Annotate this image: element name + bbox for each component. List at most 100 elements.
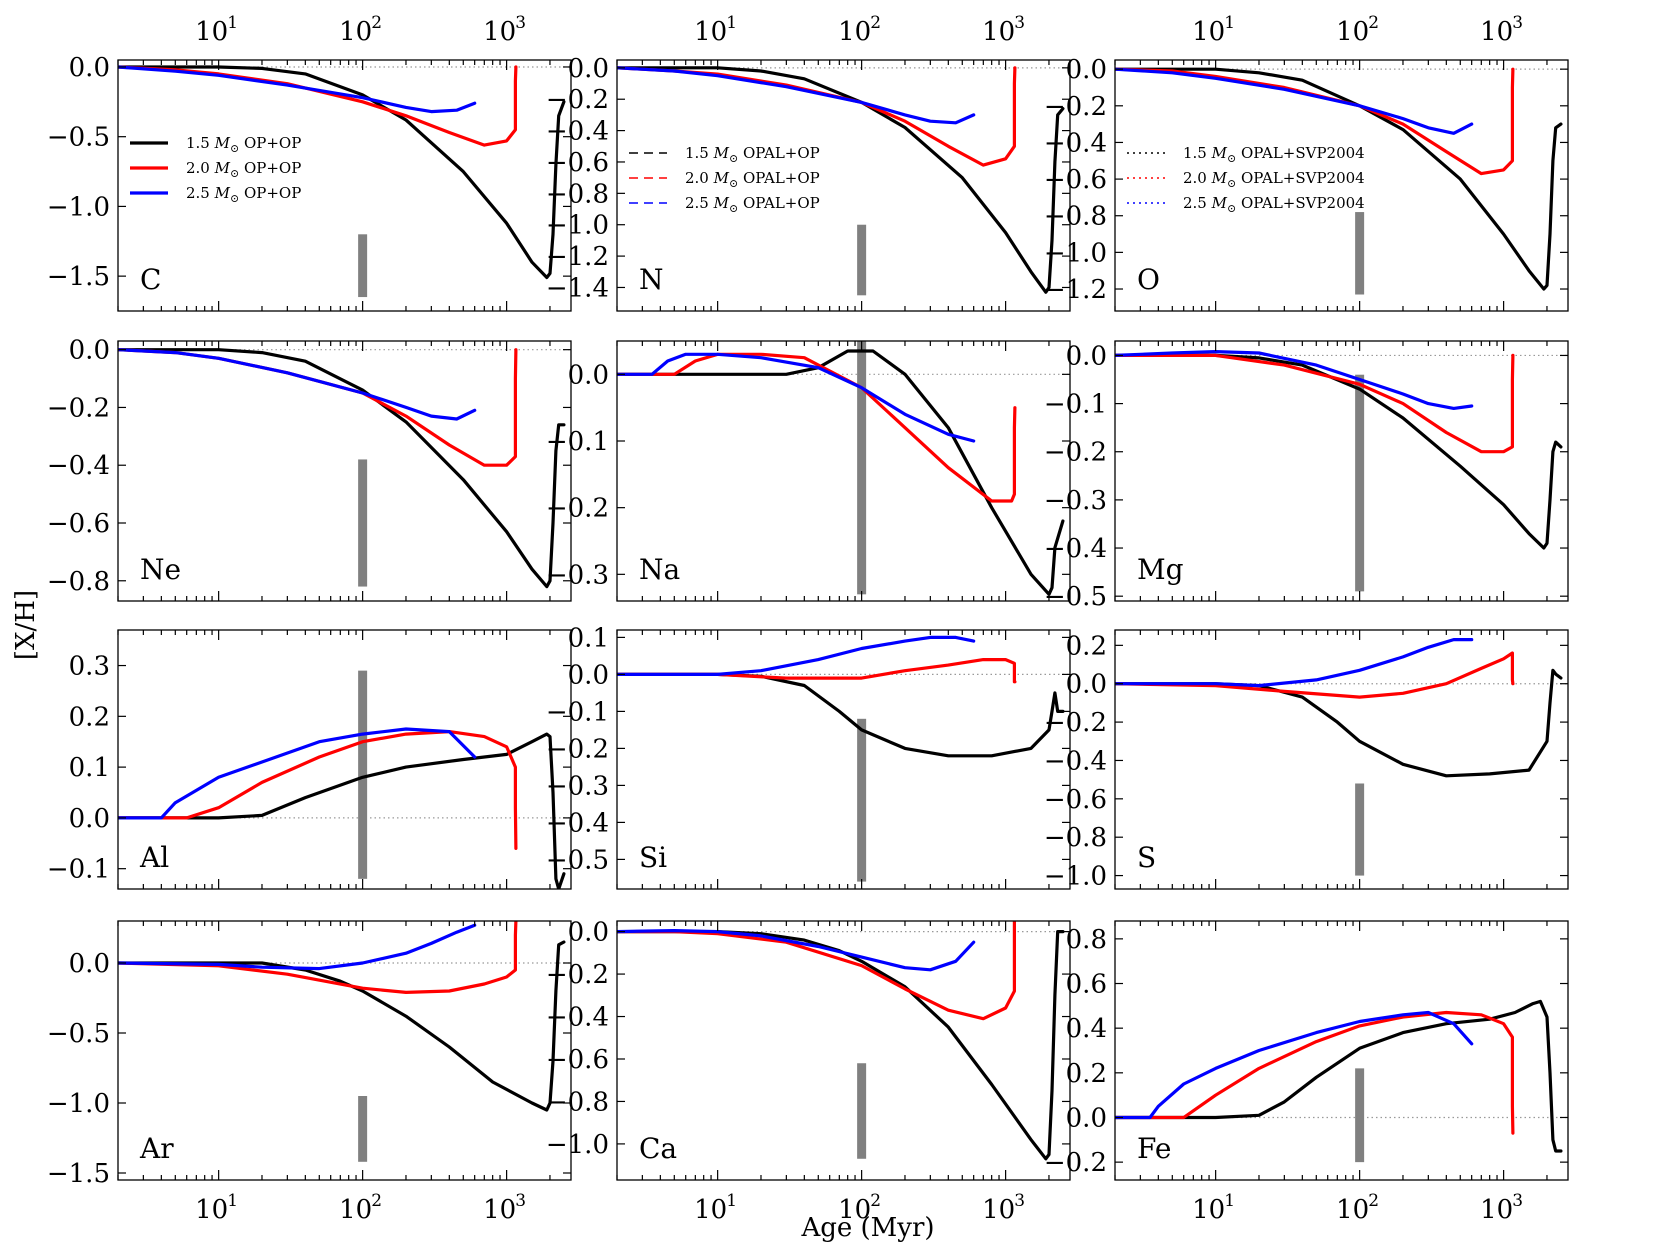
x-tick-exponent: 3 [515, 13, 526, 33]
age-marker-bar [1355, 212, 1365, 295]
y-tick-label: 0.0 [568, 360, 609, 390]
y-tick-label: −0.2 [47, 393, 110, 423]
x-tick-exponent: 3 [1512, 13, 1523, 33]
y-tick-label: −0.4 [1044, 128, 1107, 158]
panel-al: 0.3 0.2 0.1 0.0 −0.1 Al [47, 629, 572, 890]
age-marker-bar [857, 224, 867, 296]
panel-frame [117, 340, 572, 602]
x-tick-exponent: 3 [515, 1191, 526, 1211]
y-tick-label: 0.1 [568, 623, 609, 653]
x-tick-exponent: 2 [371, 13, 382, 33]
y-tick-label: −0.4 [1044, 534, 1107, 564]
y-tick-label: −0.1 [47, 855, 110, 885]
y-tick-label: 0.6 [1066, 970, 1107, 1000]
y-tick-label: −0.8 [1044, 202, 1107, 232]
y-tick-label: −0.2 [1044, 92, 1107, 122]
y-tick-label: −1.2 [546, 242, 609, 272]
series-line-1-5 [1115, 353, 1563, 550]
x-tick-exponent: 2 [1368, 13, 1379, 33]
series-line-1-5 [1115, 67, 1563, 291]
y-tick-label: 0.8 [1066, 925, 1107, 955]
panels-layer: 0.0−0.5−1.0−1.510 1 10 2 10 3C0.0−0.2−0.4−0.6… [47, 13, 1569, 1225]
x-axis-title: Age (Myr) [800, 1213, 934, 1243]
x-tick-exponent: 1 [1224, 1191, 1235, 1211]
x-tick-label: 10 [1192, 17, 1225, 47]
y-tick-label: 0.0 [568, 660, 609, 690]
y-tick-label: 0.0 [69, 949, 110, 979]
series-line-2-0 [118, 921, 518, 995]
age-marker-bar [1355, 374, 1365, 592]
y-tick-label: −0.5 [47, 123, 110, 153]
series-line-1-5 [617, 929, 1065, 1161]
legend-label: 1.5 M⊙ OP+OP [186, 134, 301, 155]
panel-frame [616, 59, 1071, 312]
y-tick-label: −1.4 [546, 273, 609, 303]
series-line-2-0 [1115, 353, 1515, 454]
series-group [118, 65, 566, 280]
y-tick-label: 0.0 [1066, 670, 1107, 700]
x-tick-exponent: 1 [1224, 13, 1235, 33]
series-line-2-5 [617, 66, 976, 125]
panel-si: 0.1 0.0 −0.1 −0.2 −0.3 −0.4 −0.5 Si [546, 623, 1071, 890]
series-line-2-5 [118, 348, 477, 421]
age-marker-bar [857, 718, 867, 882]
panel-frame [616, 340, 1071, 602]
series-group [118, 727, 566, 889]
x-tick-label: 10 [838, 17, 871, 47]
element-label: Fe [1137, 1132, 1171, 1165]
y-tick-label: 0.4 [1066, 1014, 1107, 1044]
series-group [118, 921, 566, 1112]
legend-label: 2.5 M⊙ OPAL+SVP2004 [1183, 194, 1365, 215]
series-line-2-5 [118, 923, 477, 971]
x-tick-exponent: 1 [726, 13, 737, 33]
series-group [118, 348, 566, 589]
panel-frame [1114, 920, 1569, 1181]
series-group [617, 66, 1065, 294]
panel-na: 0.0 −0.1 −0.2 −0.3 Na [546, 340, 1071, 602]
x-tick-label: 10 [838, 1195, 871, 1225]
element-label: Al [139, 841, 169, 874]
series-line-2-0 [617, 657, 1017, 684]
series-line-2-5 [617, 928, 976, 972]
panel-mg: 0.0 −0.1 −0.2 −0.3 −0.4 −0.5 Mg [1044, 340, 1569, 612]
series-line-2-0 [1115, 651, 1515, 699]
age-marker-bar [358, 1096, 368, 1162]
y-tick-label: −0.3 [546, 771, 609, 801]
series-line-1-5 [617, 66, 1065, 294]
y-tick-label: −0.6 [546, 148, 609, 178]
panel-frame [117, 629, 572, 890]
legend-3: 1.5 M⊙ OPAL+SVP2004 2.0 M⊙ OPAL+SVP2004 2.… [1127, 144, 1365, 215]
x-tick-exponent: 1 [227, 1191, 238, 1211]
element-label: Ar [139, 1132, 174, 1165]
legend-2: 1.5 M⊙ OPAL+OP 2.0 M⊙ OPAL+OP 2.5 M⊙ OPAL+… [629, 144, 820, 215]
age-marker-bar [1355, 1068, 1365, 1163]
x-tick-exponent: 1 [227, 13, 238, 33]
series-line-1-5 [118, 65, 566, 280]
y-tick-label: 0.2 [69, 702, 110, 732]
x-tick-label: 10 [483, 17, 516, 47]
age-marker-bar [1355, 783, 1365, 876]
series-line-2-5 [617, 635, 976, 677]
series-line-2-5 [118, 65, 477, 114]
y-tick-label: −0.4 [546, 117, 609, 147]
y-tick-label: −1.5 [47, 1159, 110, 1189]
panel-fe: 0.80.60.40.20.0−0.210 1 10 2 10 3Fe [1044, 920, 1569, 1225]
panel-n: 0.0−0.2−0.4−0.6−0.8−1.0−1.2−1.410 1 10 2 10 3… [546, 13, 1071, 312]
panel-frame [1114, 340, 1569, 602]
legend-label: 2.0 M⊙ OPAL+OP [685, 169, 820, 190]
series-line-1-5 [617, 672, 1065, 758]
series-line-2-5 [1115, 67, 1474, 135]
x-tick-label: 10 [1480, 1195, 1513, 1225]
series-line-2-5 [1115, 637, 1474, 688]
y-axis-title: [X/H] [11, 590, 41, 660]
series-line-2-0 [1115, 1010, 1515, 1135]
y-tick-label: −0.1 [546, 697, 609, 727]
element-label: Na [639, 553, 680, 586]
age-marker-bar [358, 459, 368, 587]
element-label: N [639, 263, 664, 296]
series-line-2-0 [617, 352, 1017, 503]
series-group [617, 921, 1065, 1161]
panel-frame [616, 629, 1071, 890]
y-tick-label: 0.0 [568, 918, 609, 948]
